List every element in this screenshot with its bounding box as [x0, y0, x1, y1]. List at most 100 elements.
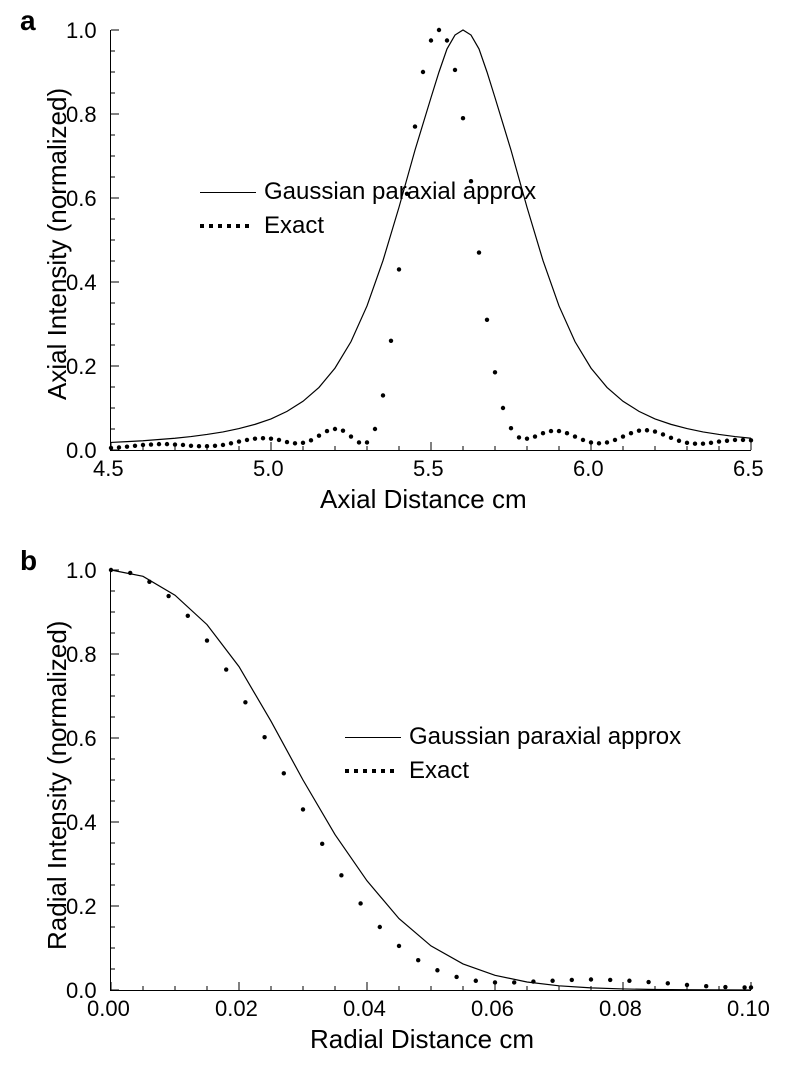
legend-label-solid-b: Gaussian paraxial approx	[409, 723, 681, 751]
series-dot	[749, 438, 753, 442]
series-dot	[320, 842, 324, 846]
series-dot	[224, 667, 228, 671]
series-dot	[570, 978, 574, 982]
series-dot	[133, 444, 137, 448]
series-dot	[317, 434, 321, 438]
y-tick-label: 0.0	[66, 438, 97, 464]
series-dot	[437, 28, 441, 32]
series-dot	[165, 442, 169, 446]
series-dot	[358, 901, 362, 905]
series-dot	[378, 925, 382, 929]
series-dot	[709, 441, 713, 445]
series-dot	[549, 429, 553, 433]
series-dot	[557, 429, 561, 433]
series-dot	[429, 38, 433, 42]
y-tick-label: 1.0	[66, 18, 97, 44]
panel-a-label: a	[20, 5, 36, 37]
series-dot	[157, 442, 161, 446]
series-dot	[269, 436, 273, 440]
legend-swatch-solid-b	[345, 727, 401, 747]
series-dot	[333, 427, 337, 431]
legend-row-solid: Gaussian paraxial approx	[200, 175, 536, 209]
series-dot	[525, 436, 529, 440]
series-dot	[117, 445, 121, 449]
series-dot	[608, 978, 612, 982]
series-dot	[253, 436, 257, 440]
series-dot	[629, 431, 633, 435]
series-dot	[565, 431, 569, 435]
x-tick-label: 0.10	[727, 996, 770, 1022]
series-dot	[421, 70, 425, 74]
series-dot	[166, 594, 170, 598]
series-dot	[749, 985, 753, 989]
series-dot	[725, 439, 729, 443]
series-dot	[701, 442, 705, 446]
series-dot	[435, 968, 439, 972]
series-dot	[653, 429, 657, 433]
series-dot	[205, 444, 209, 448]
series-dot	[493, 980, 497, 984]
series-dot	[573, 434, 577, 438]
series-dot	[597, 441, 601, 445]
legend-label-dotted: Exact	[264, 212, 324, 240]
series-dot	[621, 434, 625, 438]
series-dot	[493, 370, 497, 374]
series-dot	[512, 980, 516, 984]
x-tick-label: 0.02	[215, 996, 258, 1022]
series-dot	[645, 428, 649, 432]
panel-a-ylabel: Axial Intensity (normalized)	[42, 88, 73, 400]
series-dot	[613, 438, 617, 442]
series-dot	[461, 116, 465, 120]
series-dot	[501, 406, 505, 410]
series-dot	[373, 427, 377, 431]
series-dot	[173, 442, 177, 446]
legend-label-dotted-b: Exact	[409, 757, 469, 785]
series-dot	[341, 428, 345, 432]
series-dot	[301, 441, 305, 445]
series-dot	[325, 429, 329, 433]
series-dot	[189, 444, 193, 448]
series-dot	[416, 958, 420, 962]
series-dot	[357, 440, 361, 444]
series-dot	[181, 443, 185, 447]
series-dot	[605, 440, 609, 444]
series-dot	[293, 441, 297, 445]
legend-row-dotted: Exact	[200, 209, 536, 243]
series-dot	[147, 580, 151, 584]
series-dot	[243, 700, 247, 704]
series-dot	[661, 432, 665, 436]
legend-swatch-dotted	[200, 216, 256, 236]
series-dot	[637, 428, 641, 432]
series-dot	[213, 444, 217, 448]
series-dot	[245, 438, 249, 442]
panel-b-xlabel: Radial Distance cm	[310, 1024, 534, 1055]
x-tick-label: 5.5	[413, 456, 444, 482]
series-dot	[186, 614, 190, 618]
series-dot	[149, 442, 153, 446]
series-dot	[109, 446, 113, 450]
series-dot	[261, 436, 265, 440]
series-dot	[533, 434, 537, 438]
series-dot	[277, 438, 281, 442]
series-dot	[742, 985, 746, 989]
series-dot	[285, 440, 289, 444]
series-dot	[339, 873, 343, 877]
series-dot	[589, 977, 593, 981]
x-tick-label: 0.06	[471, 996, 514, 1022]
series-dot	[477, 250, 481, 254]
series-dot	[589, 440, 593, 444]
series-dot	[221, 443, 225, 447]
series-dot	[141, 443, 145, 447]
series-dot	[397, 944, 401, 948]
series-dot	[453, 68, 457, 72]
series-dot	[445, 38, 449, 42]
series-dot	[666, 981, 670, 985]
y-tick-label: 0.0	[66, 978, 97, 1004]
series-dot	[205, 638, 209, 642]
panel-a-xlabel: Axial Distance cm	[320, 484, 527, 515]
series-dot	[669, 436, 673, 440]
series-dot	[685, 441, 689, 445]
x-tick-label: 6.5	[733, 456, 764, 482]
series-dot	[581, 438, 585, 442]
panel-b-legend: Gaussian paraxial approx Exact	[345, 720, 681, 788]
